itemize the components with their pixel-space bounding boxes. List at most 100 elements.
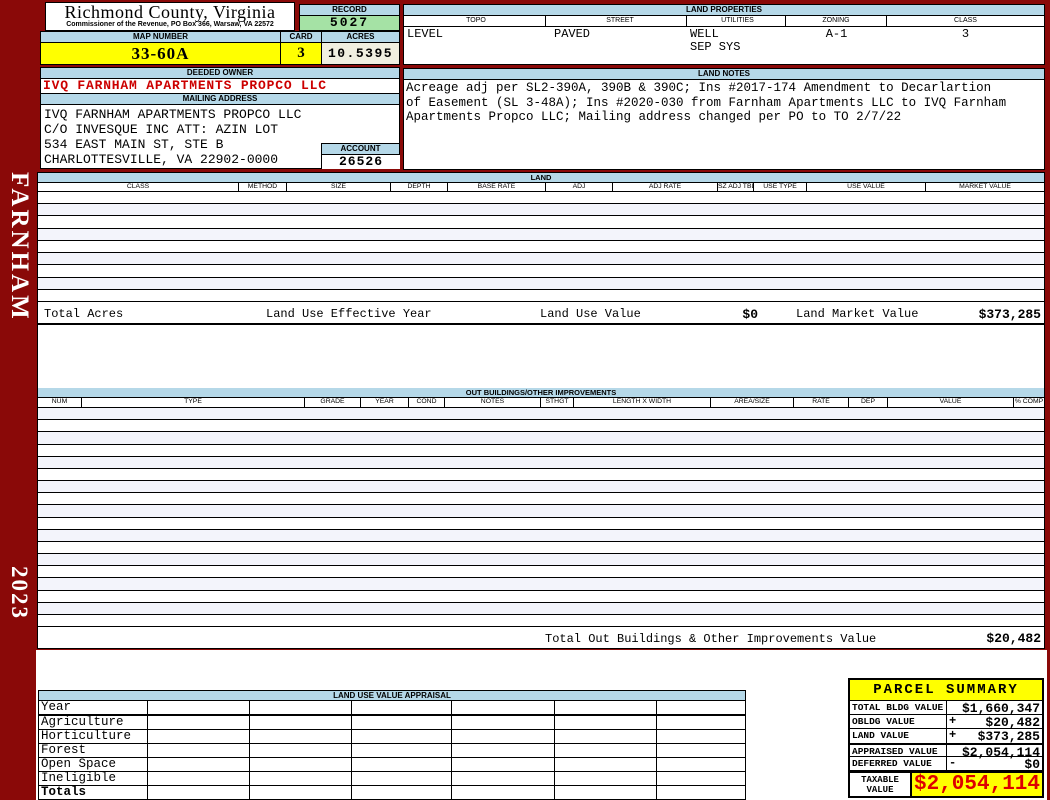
land-use-empty-cell: [352, 701, 452, 716]
land-use-empty-cell: [352, 758, 452, 772]
land-table-title: LAND: [38, 173, 1044, 183]
land-use-row: Forest: [38, 744, 746, 758]
land-column-header: SZ ADJ TBL: [718, 183, 754, 191]
utilities-line: WELL: [690, 28, 719, 41]
column-header-street: STREET: [546, 16, 687, 26]
land-column-header: USE VALUE: [807, 183, 926, 191]
land-use-empty-cell: [555, 716, 657, 730]
deeded-owner-box: DEEDED OWNER IVQ FARNHAM APARTMENTS PROP…: [40, 67, 400, 94]
out-buildings-empty-row: [38, 493, 1044, 506]
out-buildings-empty-row: [38, 432, 1044, 445]
land-use-empty-cell: [352, 744, 452, 758]
zoning-value: A-1: [825, 28, 848, 41]
taxable-value-row: TAXABLE VALUE $2,054,114: [850, 771, 1042, 796]
land-table-empty-row: [38, 253, 1044, 266]
land-use-row-label: Open Space: [38, 758, 148, 772]
map-number-value: 33-60A: [40, 43, 281, 65]
land-use-row-label: Ineligible: [38, 772, 148, 786]
out-buildings-column-header: LENGTH X WIDTH: [574, 398, 711, 407]
land-use-empty-cell: [555, 772, 657, 786]
land-use-row-label: Agriculture: [38, 716, 148, 730]
land-use-row: Totals: [38, 786, 746, 800]
map-card-acres-box: MAP NUMBER CARD ACRES 33-60A 3 10.5395: [40, 31, 400, 65]
parcel-summary-row-value: $1,660,347: [961, 701, 1040, 716]
parcel-summary-row-label: OBLDG VALUE: [850, 715, 947, 728]
out-buildings-title: OUT BUILDINGS/OTHER IMPROVEMENTS: [38, 388, 1044, 398]
out-buildings-column-header: % COMP: [1014, 398, 1044, 405]
land-use-empty-cell: [250, 758, 352, 772]
class-value: 3: [961, 28, 970, 41]
out-buildings-empty-row: [38, 541, 1044, 555]
land-table-empty-row: [38, 240, 1044, 254]
land-column-header: CLASS: [38, 183, 239, 191]
land-table-empty-row: [38, 216, 1044, 229]
out-buildings-empty-row: [38, 590, 1044, 603]
land-use-row-label: Forest: [38, 744, 148, 758]
land-notes-line: Acreage adj per SL2-390A, 390B & 390C; I…: [406, 81, 992, 95]
land-column-header: MARKET VALUE: [959, 183, 1011, 190]
out-buildings-empty-row: [38, 602, 1044, 615]
out-buildings-empty-row: [38, 554, 1044, 567]
land-market-value: $373,285: [978, 307, 1041, 322]
land-use-empty-cell: [250, 772, 352, 786]
land-table-empty-row: [38, 204, 1044, 217]
parcel-summary-row: DEFERRED VALUE - $0: [850, 757, 1042, 771]
land-properties-box: LAND PROPERTIES TOPO STREET UTILITIES ZO…: [403, 4, 1045, 65]
utilities-value: WELL SEP SYS: [687, 28, 786, 54]
column-header-zoning: ZONING: [786, 16, 887, 26]
utilities-line: SEP SYS: [690, 40, 741, 54]
land-use-empty-cell: [250, 786, 352, 800]
land-notes-line: of Easement (SL 3-48A); Ins #2020-030 fr…: [406, 95, 1007, 110]
land-notes-line: Apartments Propco LLC; Mailing address c…: [406, 110, 902, 124]
out-buildings-header-row: NUM TYPE GRADE YEAR COND NOTES STHGT LENGTH X W…: [38, 398, 1044, 408]
land-use-row: Year: [38, 701, 746, 716]
land-use-empty-cell: [250, 716, 352, 730]
land-notes-box: LAND NOTES Acreage adj per SL2-390A, 390…: [403, 68, 1045, 170]
account-label: ACCOUNT: [321, 143, 400, 155]
land-column-header: ADJ: [546, 183, 613, 191]
record-value: 5027: [299, 16, 400, 31]
out-buildings-empty-row: [38, 517, 1044, 530]
parcel-summary-row: APPRAISED VALUE $2,054,114: [850, 743, 1042, 759]
parcel-summary-row-label: LAND VALUE: [850, 729, 947, 743]
out-buildings-body: [38, 408, 1044, 628]
out-buildings-column-header: NUM: [38, 398, 82, 407]
land-use-empty-cell: [657, 786, 746, 800]
parcel-summary-row-value: $373,285: [977, 729, 1040, 744]
land-use-row: Ineligible: [38, 772, 746, 786]
land-table-empty-row: [38, 277, 1044, 290]
land-use-empty-cell: [452, 744, 555, 758]
land-use-empty-cell: [452, 758, 555, 772]
land-use-empty-cell: [250, 730, 352, 744]
land-column-header: SIZE: [287, 183, 391, 191]
land-summary-row: Total Acres Land Use Effective Year Land…: [38, 302, 1044, 325]
land-use-empty-cell: [657, 730, 746, 744]
panel-gap: [38, 325, 1044, 388]
land-table-body: [38, 192, 1044, 302]
land-use-empty-cell: [555, 701, 657, 716]
out-buildings-total-label: Total Out Buildings & Other Improvements…: [545, 632, 877, 646]
land-notes-title: LAND NOTES: [404, 69, 1044, 80]
parcel-summary-operator: +: [949, 728, 957, 742]
land-use-row-label: Year: [38, 701, 148, 716]
land-table-empty-row: [38, 289, 1044, 302]
land-column-header: DEPTH: [391, 183, 448, 191]
card-value: 3: [281, 43, 322, 65]
mailing-address-line: 534 EAST MAIN ST, STE B: [44, 137, 224, 152]
parcel-summary-row-label: APPRAISED VALUE: [850, 745, 947, 756]
land-use-empty-cell: [250, 701, 352, 716]
land-use-value-label: Land Use Value: [540, 307, 641, 321]
out-buildings-column-header: AREA/SIZE: [711, 398, 794, 407]
mailing-address-box: MAILING ADDRESS IVQ FARNHAM APARTMENTS P…: [40, 93, 400, 169]
out-buildings-empty-row: [38, 566, 1044, 579]
land-use-empty-cell: [452, 772, 555, 786]
parcel-summary-row-value: $20,482: [985, 715, 1040, 730]
deeded-owner-value: IVQ FARNHAM APARTMENTS PROPCO LLC: [40, 79, 400, 94]
land-use-empty-cell: [657, 716, 746, 730]
parcel-summary-row: LAND VALUE + $373,285: [850, 729, 1042, 743]
out-buildings-empty-row: [38, 505, 1044, 518]
commissioner-address-line: Commissioner of the Revenue, PO Box 366,…: [66, 21, 274, 28]
column-header-utilities: UTILITIES: [687, 16, 786, 26]
out-buildings-column-header: DEP: [849, 398, 888, 407]
land-table-empty-row: [38, 192, 1044, 205]
